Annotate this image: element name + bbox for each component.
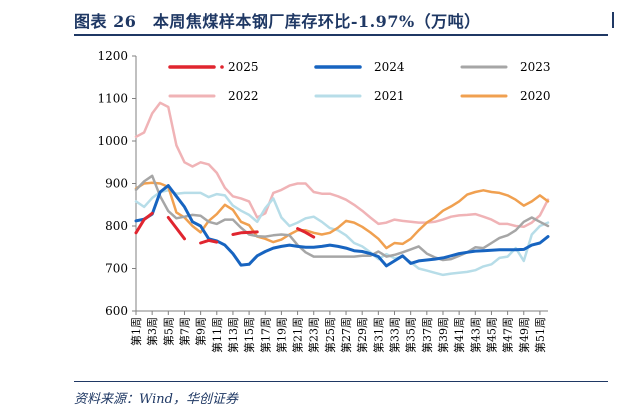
x-tick-label: 第31周 — [371, 317, 385, 353]
x-tick-label: 第9周 — [194, 317, 208, 346]
source-note: 资料来源：Wind，华创证券 — [74, 392, 238, 407]
x-tick-label: 第37周 — [420, 317, 434, 353]
x-tick-label: 第47周 — [501, 317, 515, 353]
line-chart: 600700800900100011001200第1周 第3周 第5周 第7周 第9周第… — [97, 49, 551, 353]
y-tick-label: 1200 — [97, 49, 128, 63]
x-tick-label: 第15周 — [242, 317, 256, 353]
legend-label-2022: 2022 — [228, 89, 259, 103]
x-tick-label: 第49周 — [517, 317, 531, 353]
x-tick-label: 第39周 — [436, 317, 450, 353]
legend-label-2024: 2024 — [374, 60, 405, 74]
y-tick-label: 600 — [105, 304, 128, 318]
x-tick-label: 第19周 — [274, 317, 288, 353]
x-tick-label: 第5周 — [161, 317, 175, 346]
legend-label-2023: 2023 — [520, 60, 551, 74]
series-line-2025 — [134, 211, 316, 245]
x-tick-label: 第17周 — [258, 317, 272, 353]
legend-label-2020: 2020 — [520, 89, 551, 103]
x-tick-label: 第13周 — [226, 317, 240, 353]
title-divider — [74, 34, 608, 36]
x-tick-label: 第27周 — [339, 317, 353, 353]
x-tick-label: 第45周 — [484, 317, 498, 353]
x-tick-label: 第51周 — [533, 317, 547, 353]
x-tick-label: 第21周 — [291, 317, 305, 353]
legend-label-2025: 2025 — [228, 60, 259, 74]
series-line-2022 — [134, 101, 550, 229]
x-tick-label: 第33周 — [388, 317, 402, 353]
legend-label-2021: 2021 — [374, 89, 405, 103]
x-tick-label: 第41周 — [452, 317, 466, 353]
x-tick-label: 第3周 — [145, 317, 159, 346]
series-line-2023 — [134, 174, 550, 262]
series-line-2021 — [134, 189, 550, 277]
x-tick-label: 第11周 — [210, 317, 224, 353]
x-tick-label: 第35周 — [404, 317, 418, 353]
x-tick-label: 第1周 — [129, 317, 143, 346]
x-tick-label: 第43周 — [468, 317, 482, 353]
x-tick-label: 第29周 — [355, 317, 369, 353]
legend-dot-2025 — [220, 65, 224, 69]
x-tick-label: 第25周 — [323, 317, 337, 353]
y-tick-label: 800 — [105, 219, 128, 233]
figure-title: 图表 26 本周焦煤样本钢厂库存环比-1.97%（万吨） — [74, 12, 481, 31]
y-tick-label: 900 — [105, 177, 128, 191]
y-tick-label: 700 — [105, 262, 128, 276]
y-tick-label: 1000 — [97, 134, 128, 148]
x-tick-label: 第23周 — [307, 317, 321, 353]
series-line-2024 — [134, 184, 550, 268]
footer-divider — [74, 381, 608, 382]
x-tick-label: 第7周 — [177, 317, 191, 346]
title-tail-mark — [612, 12, 614, 28]
y-tick-label: 1100 — [97, 92, 128, 106]
series-line-2020 — [134, 181, 550, 250]
